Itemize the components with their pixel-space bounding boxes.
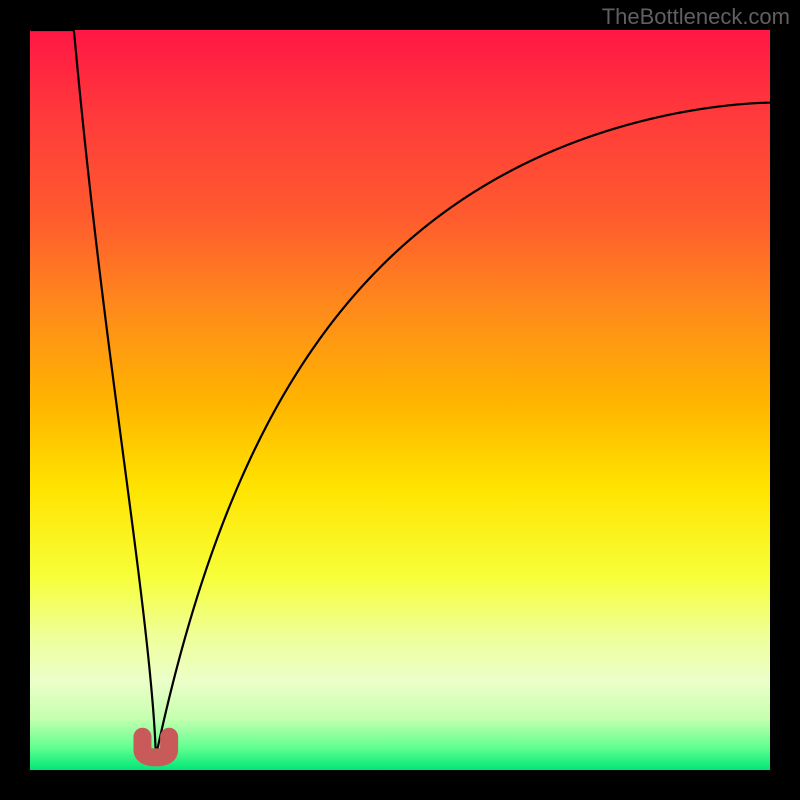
plot-background (30, 30, 770, 770)
watermark-text: TheBottleneck.com (602, 4, 790, 30)
chart-container: TheBottleneck.com (0, 0, 800, 800)
chart-svg (0, 0, 800, 800)
